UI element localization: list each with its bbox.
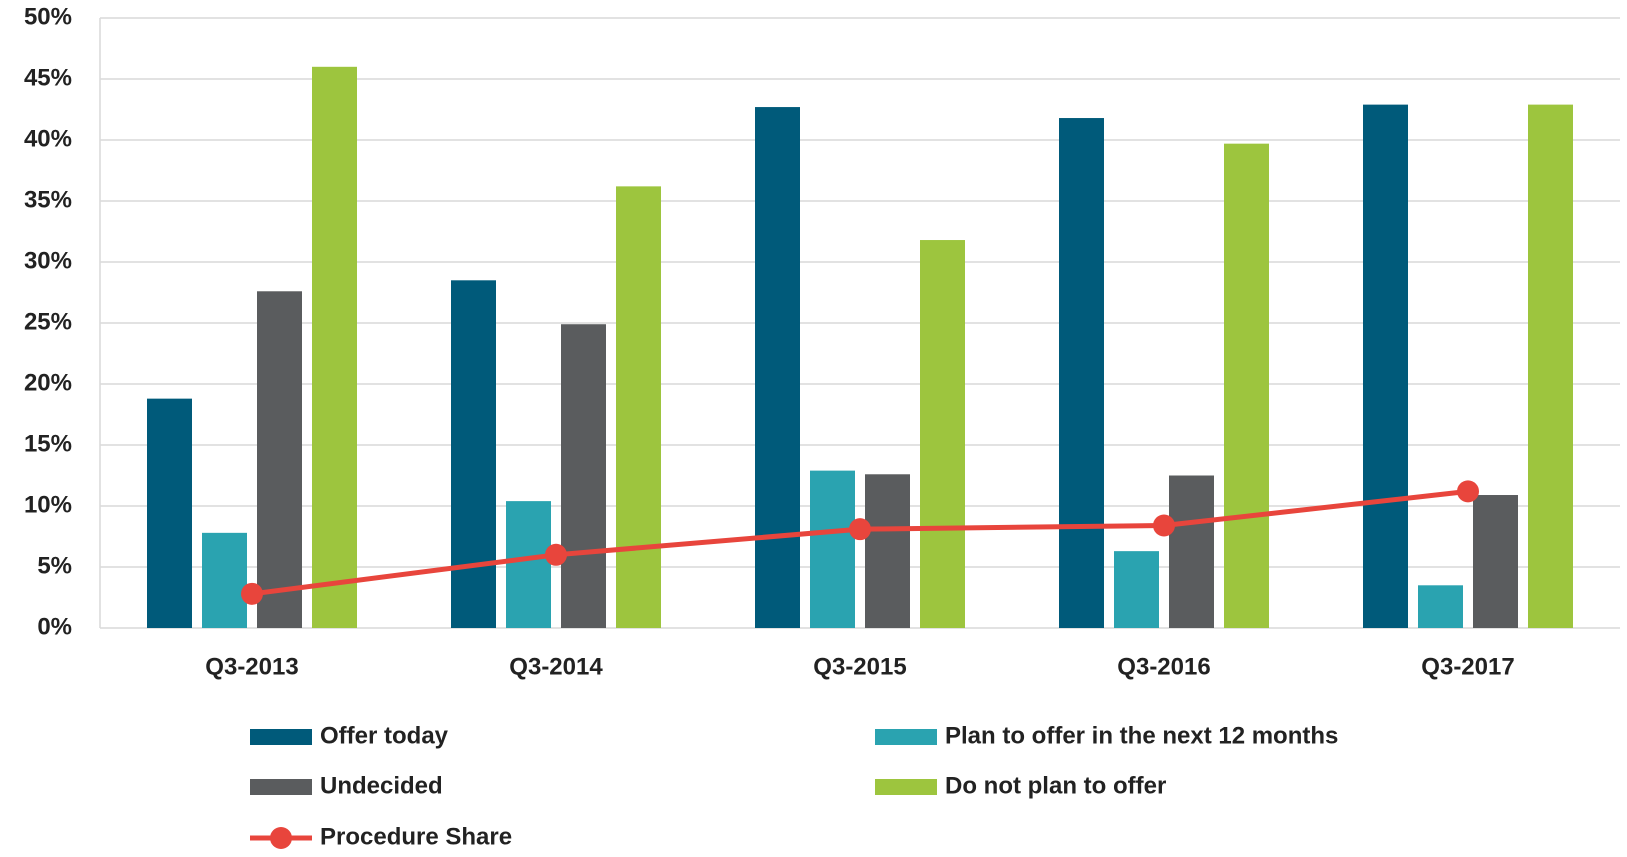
x-tick-label: Q3-2015 (813, 653, 906, 680)
y-tick-label: 25% (24, 308, 72, 335)
bar (1528, 104, 1573, 629)
legend-label: Do not plan to offer (945, 772, 1166, 799)
y-tick-label: 30% (24, 247, 72, 274)
legend-swatch (875, 729, 937, 745)
y-tick-label: 0% (37, 613, 72, 640)
bar (451, 280, 496, 628)
bar (202, 532, 247, 628)
line-point (1153, 514, 1175, 537)
bar (1363, 104, 1408, 629)
x-tick-label: Q3-2013 (205, 653, 298, 680)
y-tick-label: 20% (24, 369, 72, 396)
x-tick-label: Q3-2017 (1421, 653, 1514, 680)
legend-swatch (250, 729, 312, 745)
x-tick-label: Q3-2014 (509, 653, 603, 680)
bar (1224, 143, 1269, 628)
bar (1473, 495, 1518, 628)
y-tick-label: 45% (24, 64, 72, 91)
line-point (1457, 480, 1479, 503)
line-point (241, 582, 263, 605)
y-tick-label: 10% (24, 491, 72, 518)
bar (865, 474, 910, 628)
bar (920, 240, 965, 629)
line-point (849, 518, 871, 541)
legend-label: Procedure Share (320, 823, 512, 850)
y-tick-label: 35% (24, 186, 72, 213)
legend-swatch (270, 827, 292, 849)
y-tick-label: 40% (24, 125, 72, 152)
bar (755, 107, 800, 628)
bar (312, 66, 357, 629)
bar (1114, 551, 1159, 628)
bar (506, 501, 551, 628)
bar (147, 398, 192, 628)
y-tick-label: 5% (37, 552, 72, 579)
legend-label: Offer today (320, 722, 449, 749)
bar (1418, 585, 1463, 628)
bar (257, 291, 302, 628)
bar (810, 470, 855, 628)
bar (616, 186, 661, 629)
legend-swatch (250, 779, 312, 795)
y-tick-label: 15% (24, 430, 72, 457)
bar (561, 324, 606, 628)
bar (1169, 475, 1214, 628)
legend-label: Undecided (320, 772, 443, 799)
y-tick-label: 50% (24, 3, 72, 30)
x-tick-label: Q3-2016 (1117, 653, 1210, 680)
line-point (545, 543, 567, 566)
bar (1059, 118, 1104, 628)
legend-label: Plan to offer in the next 12 months (945, 722, 1338, 749)
legend-swatch (875, 779, 937, 795)
